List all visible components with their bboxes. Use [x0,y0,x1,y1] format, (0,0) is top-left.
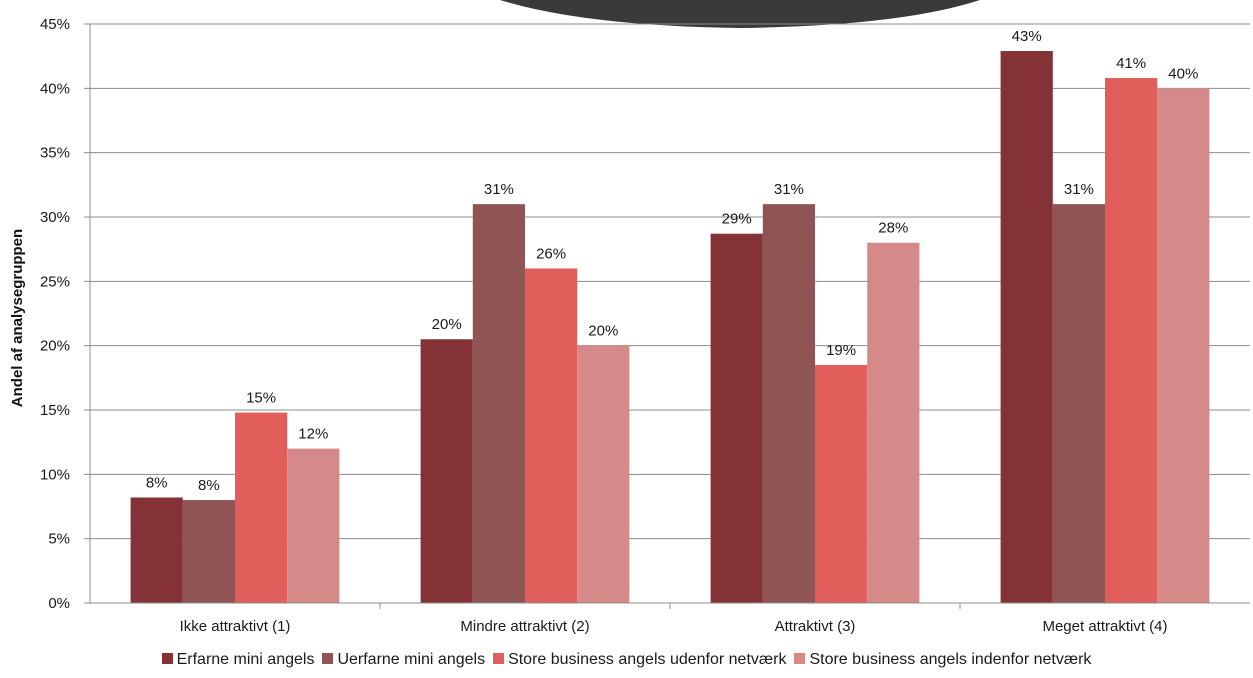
data-label: 15% [246,390,276,407]
data-label: 31% [484,181,514,198]
legend-label: Erfarne mini angels [176,651,315,668]
data-label: 8% [146,474,168,491]
legend-label: Store business angels udenfor netværk [508,651,787,668]
data-label: 41% [1116,55,1146,72]
y-tick-label: 20% [40,338,70,355]
bar [182,500,235,603]
y-tick-label: 10% [40,466,70,483]
bar [130,497,183,603]
legend-item: Erfarne mini angels [161,651,315,669]
bar [1000,51,1053,603]
y-tick-label: 35% [40,145,70,162]
labels: 0% 5% 10% 15% 20% 25% 30% 35% 40% 45% Ikke attrakt… [40,16,1198,635]
bar [815,364,868,603]
bar [710,233,763,603]
data-label: 19% [826,342,856,359]
legend-item: Store business angels udenfor netværk [493,651,786,669]
bars [130,51,1210,604]
x-tick-label: Meget attraktivt (4) [1042,618,1167,635]
bar [235,412,288,603]
y-axis-label: Andel af analysegruppen [9,229,26,407]
bar [867,242,920,603]
dark-shape [500,0,980,28]
bar [472,204,525,603]
y-tick-label: 0% [48,595,70,612]
bar [1157,88,1210,604]
y-tick-label: 40% [40,80,70,97]
bar [762,204,815,603]
data-label: 40% [1168,65,1198,82]
y-tick-label: 30% [40,209,70,226]
y-tick-label: 45% [40,16,70,33]
bar [1105,78,1158,604]
bar [525,268,578,603]
data-label: 29% [722,211,752,228]
legend-label: Store business angels indenfor netværk [809,651,1092,668]
y-tick-label: 25% [40,273,70,290]
legend-swatch [322,653,334,664]
data-label: 43% [1012,28,1042,45]
bar [287,448,340,603]
bar [420,339,473,603]
data-label: 20% [432,316,462,333]
bar [1052,204,1105,603]
legend-label: Uerfarne mini angels [337,651,486,668]
axes [89,24,1250,609]
y-tick-label: 5% [48,531,70,548]
legend-item: Uerfarne mini angels [322,651,485,669]
x-tick-label: Attraktivt (3) [775,618,856,635]
legend-swatch [161,653,173,664]
data-label: 28% [878,220,908,237]
y-tick-label: 15% [40,402,70,419]
x-tick-label: Mindre attraktivt (2) [460,618,589,635]
x-tick-label: Ikke attraktivt (1) [180,618,291,635]
data-label: 31% [774,181,804,198]
data-label: 8% [198,477,220,494]
data-label: 20% [588,323,618,340]
data-label: 31% [1064,181,1094,198]
legend-swatch [794,653,806,664]
legend: Erfarne mini angels Uerfarne mini angels S… [0,651,1253,669]
bar [577,345,630,603]
data-label: 12% [298,426,328,443]
bar-chart: 0% 5% 10% 15% 20% 25% 30% 35% 40% 45% Ikke attrakt… [9,0,1250,635]
legend-item: Store business angels indenfor netværk [794,651,1091,669]
data-label: 26% [536,245,566,262]
dark-decorative-shape [500,0,980,28]
legend-swatch [493,653,505,664]
